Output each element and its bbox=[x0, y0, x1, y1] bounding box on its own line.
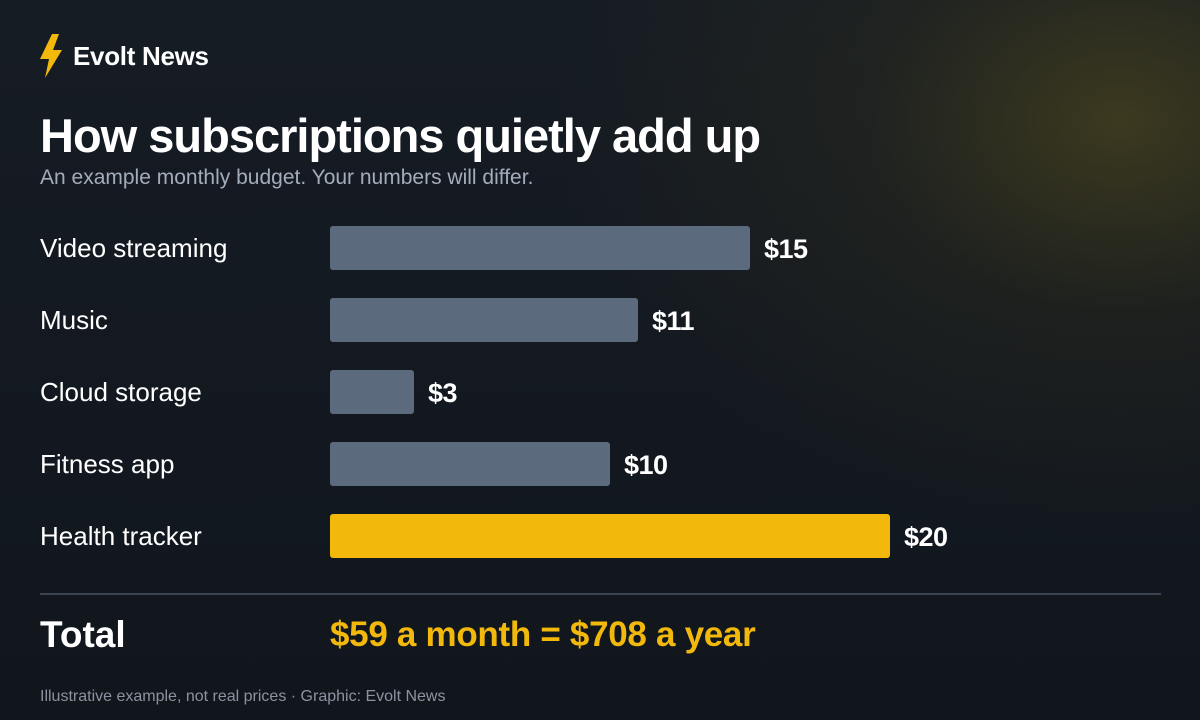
footer-credit: Illustrative example, not real prices · … bbox=[40, 688, 446, 705]
bar-highlight bbox=[330, 514, 890, 558]
value-label: $15 bbox=[764, 234, 808, 264]
value-label: $20 bbox=[904, 522, 948, 552]
bar bbox=[330, 442, 610, 486]
category-label: Video streaming bbox=[40, 233, 227, 263]
bar bbox=[330, 226, 750, 270]
value-label: $3 bbox=[428, 378, 458, 408]
category-label: Cloud storage bbox=[40, 377, 202, 407]
divider bbox=[40, 593, 1161, 595]
value-label: $10 bbox=[624, 450, 668, 480]
category-label: Fitness app bbox=[40, 449, 174, 479]
bar bbox=[330, 370, 414, 414]
chart-title: How subscriptions quietly add up bbox=[40, 109, 761, 162]
chart-subtitle: An example monthly budget. Your numbers … bbox=[40, 166, 534, 189]
category-label: Music bbox=[40, 305, 108, 335]
total-label: Total bbox=[40, 614, 126, 655]
total-value: $59 a month = $708 a year bbox=[330, 615, 756, 654]
brand-name: Evolt News bbox=[73, 40, 209, 71]
bar bbox=[330, 298, 638, 342]
lightning-bolt-icon bbox=[40, 34, 62, 78]
category-label: Health tracker bbox=[40, 521, 202, 551]
value-label: $11 bbox=[652, 306, 695, 336]
brand: Evolt News bbox=[38, 34, 209, 78]
